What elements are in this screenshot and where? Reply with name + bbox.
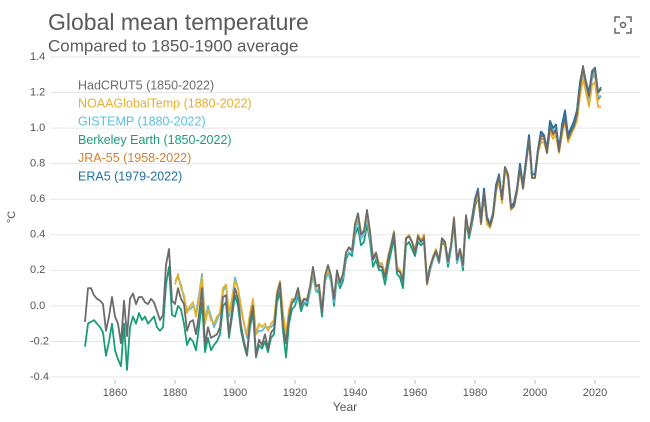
- legend-entry: Berkeley Earth (1850-2022): [78, 133, 232, 147]
- x-tick-label: 2000: [523, 387, 547, 399]
- chart-subtitle: Compared to 1850-1900 average: [48, 36, 298, 55]
- expand-icon: [614, 16, 632, 34]
- y-tick-label: -0.2: [30, 335, 49, 347]
- y-tick-label: 0.0: [30, 300, 45, 312]
- y-axis-label: °C: [6, 211, 18, 223]
- legend-entry: HadCRUT5 (1850-2022): [78, 78, 214, 92]
- y-tick-label: 0.6: [30, 193, 45, 205]
- x-axis-label: Year: [333, 400, 357, 414]
- y-tick-label: -0.4: [30, 371, 49, 383]
- series-line: [84, 65, 602, 357]
- chart-title: Global mean temperature: [48, 9, 309, 35]
- x-tick-label: 1860: [103, 387, 127, 399]
- y-tick-label: 0.4: [30, 229, 45, 241]
- button-bg[interactable]: [613, 15, 633, 35]
- y-tick-label: 0.8: [30, 158, 45, 170]
- legend-entry: GISTEMP (1880-2022): [78, 115, 206, 129]
- y-tick-label: 1.2: [30, 86, 45, 98]
- x-tick-label: 1920: [283, 387, 307, 399]
- x-tick-label: 1880: [163, 387, 187, 399]
- expand-icon-dot: [619, 21, 627, 29]
- x-tick-label: 1980: [463, 387, 487, 399]
- x-tick-label: 1900: [223, 387, 247, 399]
- x-tick-label: 1960: [403, 387, 427, 399]
- legend-entry: NOAAGlobalTemp (1880-2022): [78, 96, 252, 110]
- x-tick-label: 1940: [343, 387, 367, 399]
- y-tick-label: 1.0: [30, 122, 45, 134]
- y-tick-label: 1.4: [30, 51, 45, 63]
- expand-button[interactable]: [613, 15, 633, 35]
- series-line: [174, 77, 601, 336]
- y-tick-label: 0.2: [30, 264, 45, 276]
- x-tick-label: 2020: [583, 387, 607, 399]
- legend-entry: JRA-55 (1958-2022): [78, 151, 191, 165]
- legend-entry: ERA5 (1979-2022): [78, 169, 182, 183]
